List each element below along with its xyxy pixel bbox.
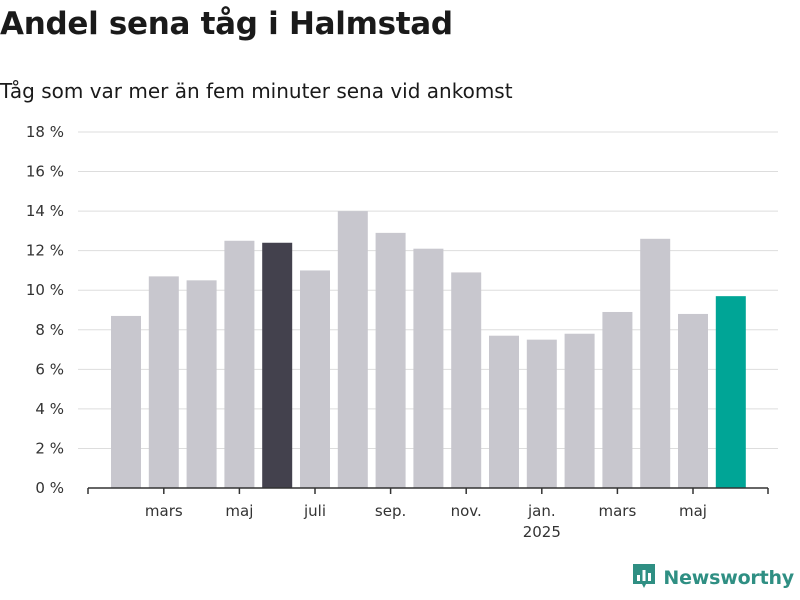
x-axis-ticks: mars maj juli sep. nov. jan. mars maj 2025 <box>145 488 707 541</box>
bar-chart: 0 % 2 % 4 % 6 % 8 % 10 % 12 % 14 % 16 % 18 % mars… <box>26 123 778 541</box>
y-tick-label: 16 % <box>26 163 64 181</box>
bar-2024-03 <box>148 276 179 488</box>
x-tick-label: juli <box>303 502 326 520</box>
bars <box>111 211 746 488</box>
bar-2025-03 <box>602 311 633 488</box>
x-tick-label: maj <box>679 502 707 520</box>
x-tick-label: jan. <box>527 502 556 520</box>
chart-title: Andel sena tåg i Halmstad <box>0 6 453 42</box>
x-tick-label: nov. <box>451 502 482 520</box>
x-year-label: 2025 <box>523 523 561 541</box>
bar-2025-06 <box>715 296 746 488</box>
x-tick-label: sep. <box>375 502 406 520</box>
y-tick-label: 4 % <box>35 400 64 418</box>
bar-2024-12 <box>489 335 519 488</box>
brand-name: Newsworthy <box>663 567 794 589</box>
y-tick-label: 18 % <box>26 123 64 141</box>
y-tick-label: 14 % <box>26 202 64 220</box>
bar-2024-05 <box>224 240 255 488</box>
bar-2025-05 <box>678 313 708 488</box>
x-tick-label: mars <box>599 502 637 520</box>
y-axis-ticks: 0 % 2 % 4 % 6 % 8 % 10 % 12 % 14 % 16 % 18 % <box>26 123 64 497</box>
bar-2024-07 <box>300 270 330 488</box>
y-tick-label: 6 % <box>35 360 64 378</box>
bar-2024-06 <box>262 242 293 488</box>
bar-2024-11 <box>451 272 482 488</box>
x-tick-label: maj <box>225 502 253 520</box>
bar-chart-badge-icon <box>631 562 657 594</box>
y-tick-label: 10 % <box>26 281 64 299</box>
y-tick-label: 2 % <box>35 439 64 457</box>
bar-2024-10 <box>413 248 444 488</box>
bar-2024-08 <box>337 211 368 488</box>
bar-2024-02 <box>111 315 141 488</box>
bar-2025-01 <box>526 339 557 488</box>
bar-2024-04 <box>186 280 217 488</box>
bar-2024-09 <box>375 232 406 488</box>
x-axis <box>87 487 769 494</box>
chart-subtitle: Tåg som var mer än fem minuter sena vid … <box>0 79 513 103</box>
x-tick-label: mars <box>145 502 183 520</box>
y-tick-label: 8 % <box>35 321 64 339</box>
bar-2025-04 <box>640 238 671 488</box>
y-tick-label: 12 % <box>26 242 64 260</box>
bar-2025-02 <box>564 333 595 488</box>
newsworthy-logo: Newsworthy <box>631 562 794 594</box>
y-tick-label: 0 % <box>35 479 64 497</box>
